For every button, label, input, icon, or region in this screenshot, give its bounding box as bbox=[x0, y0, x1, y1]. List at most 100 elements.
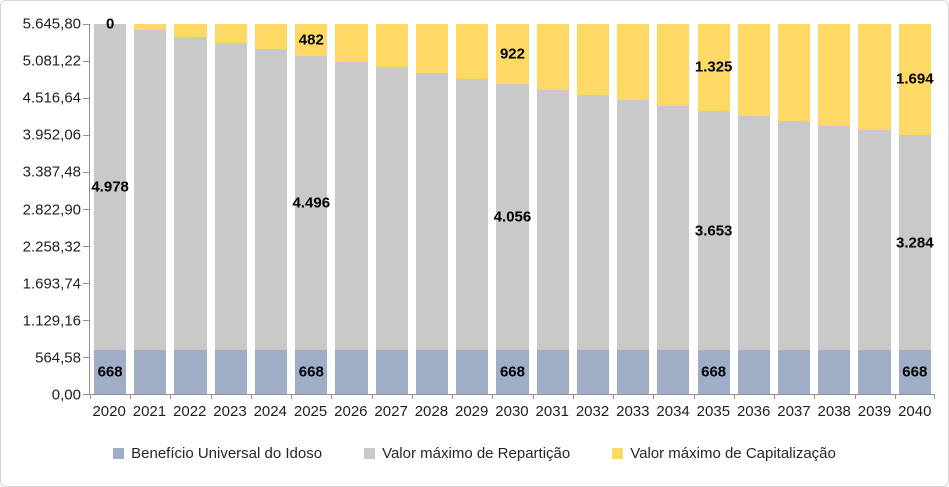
bar-segment-2040-series1 bbox=[898, 135, 931, 351]
bar-column-2020: 668 4.978 0 bbox=[90, 17, 130, 394]
bar-segment-2036-series2 bbox=[737, 24, 770, 116]
bar-stack-2031 bbox=[536, 24, 569, 394]
data-label-2040-series0: 668 bbox=[902, 363, 928, 381]
x-axis-label-2024: 2024 bbox=[253, 403, 287, 420]
plot-row: 0,00 564,58 1.129,16 1.693,74 2.258,32 2.822,… bbox=[1, 16, 935, 404]
x-axis-tick bbox=[130, 394, 132, 399]
data-label-2035-series2: 1.325 bbox=[694, 58, 733, 76]
x-axis-tick bbox=[371, 394, 373, 399]
bar-segment-2027-series2 bbox=[375, 24, 408, 68]
y-axis-label: 4.516,64 bbox=[22, 89, 81, 107]
x-axis-label-2031: 2031 bbox=[535, 403, 569, 420]
bar-column-2039 bbox=[854, 24, 894, 394]
bar-segment-2021-series1 bbox=[134, 30, 167, 351]
legend-label: Valor máximo de Repartição bbox=[382, 445, 571, 462]
bar-segment-2034-series2 bbox=[657, 24, 690, 106]
x-axis-label-2038: 2038 bbox=[817, 403, 851, 420]
bar-segment-2026-series0 bbox=[335, 350, 368, 394]
y-axis-tick bbox=[83, 209, 89, 210]
x-axis-label-2035: 2035 bbox=[696, 403, 731, 420]
bar-segment-2032-series2 bbox=[576, 24, 610, 96]
bar-segment-2021-series0 bbox=[134, 350, 167, 394]
x-axis-label-2027: 2027 bbox=[374, 403, 408, 420]
bar-column-2026 bbox=[331, 24, 371, 394]
data-label-2025-series1: 4.496 bbox=[292, 194, 331, 212]
bar-segment-2035-series1 bbox=[697, 110, 730, 351]
bar-segment-2034-series1 bbox=[657, 105, 690, 351]
x-axis-tick bbox=[733, 394, 735, 399]
bar-segment-2024-series1 bbox=[254, 49, 288, 351]
bar-stack-2025 bbox=[295, 24, 328, 394]
bar-column-2037 bbox=[774, 24, 814, 394]
bar-segment-2030-series1 bbox=[496, 84, 529, 351]
legend-label: Valor máximo de Capitalização bbox=[630, 445, 836, 462]
bar-segment-2031-series0 bbox=[536, 350, 569, 394]
bar-stack-2038 bbox=[818, 24, 851, 394]
y-axis-label: 2.258,32 bbox=[22, 238, 81, 256]
x-axis-label-2032: 2032 bbox=[575, 403, 610, 420]
bar-segment-2035-series2 bbox=[697, 24, 730, 111]
bar-segment-2028-series2 bbox=[415, 24, 449, 74]
bar-segment-2037-series2 bbox=[778, 24, 811, 121]
legend-marker-icon bbox=[612, 448, 624, 459]
bar-stack-2024 bbox=[254, 24, 288, 394]
legend-marker-icon bbox=[364, 448, 376, 459]
bar-stack-2040 bbox=[898, 24, 931, 394]
x-axis-tick bbox=[210, 394, 212, 399]
bar-segment-2038-series2 bbox=[818, 24, 851, 126]
data-label-2030-series2: 922 bbox=[499, 45, 525, 63]
bar-column-2025: 668 4.496 482 bbox=[291, 24, 331, 394]
bar-segment-2022-series0 bbox=[174, 350, 207, 394]
x-axis-tick bbox=[411, 394, 413, 399]
data-label-2035-series1: 3.653 bbox=[694, 222, 733, 240]
bar-stack-2022 bbox=[174, 24, 207, 394]
x-axis-tick bbox=[331, 394, 333, 399]
y-axis-tick bbox=[83, 98, 89, 99]
bar-segment-2037-series0 bbox=[778, 350, 811, 394]
bar-stack-2021 bbox=[134, 24, 167, 394]
bar-stack-2033 bbox=[617, 24, 650, 394]
legend-item-series2: Valor máximo de Capitalização bbox=[612, 445, 836, 462]
bar-segment-2040-series2 bbox=[898, 24, 931, 136]
x-axis-tick bbox=[653, 394, 655, 399]
bar-stack-2020 bbox=[94, 24, 127, 394]
x-axis-label-2030: 2030 bbox=[495, 403, 529, 420]
bar-segment-2035-series0 bbox=[697, 350, 730, 394]
plot-area: 668 4.978 0 668 4.496 482 668 4.056 922 668 3.653 1… bbox=[83, 17, 935, 399]
x-axis-label-2029: 2029 bbox=[454, 403, 489, 420]
data-label-2020-series2: 0 bbox=[105, 15, 115, 33]
x-axis-label-2022: 2022 bbox=[173, 403, 207, 420]
bar-column-2021 bbox=[130, 24, 170, 394]
bar-stack-2027 bbox=[375, 24, 408, 394]
bar-column-2034 bbox=[653, 24, 693, 394]
bar-stack-2029 bbox=[456, 24, 489, 394]
legend-item-series1: Valor máximo de Repartição bbox=[364, 445, 570, 462]
x-axis-label-2039: 2039 bbox=[857, 403, 892, 420]
data-label-2040-series2: 1.694 bbox=[896, 70, 934, 88]
bar-segment-2038-series0 bbox=[818, 350, 851, 394]
bar-stack-2023 bbox=[214, 24, 247, 394]
bar-segment-2024-series2 bbox=[254, 24, 288, 50]
bar-column-2029 bbox=[452, 24, 492, 394]
bar-segment-2030-series2 bbox=[496, 24, 529, 85]
bar-segment-2029-series1 bbox=[456, 78, 489, 351]
bar-segment-2036-series1 bbox=[737, 115, 770, 351]
x-axis-tick bbox=[572, 394, 574, 399]
legend-item-series0: Benefício Universal do Idoso bbox=[113, 445, 322, 462]
bar-segment-2029-series2 bbox=[456, 24, 489, 79]
bar-stack-2032 bbox=[576, 24, 610, 394]
data-label-2020-series0: 668 bbox=[97, 363, 123, 381]
bar-column-2033 bbox=[613, 24, 653, 394]
x-axis-tick bbox=[814, 394, 816, 399]
bar-segment-2034-series0 bbox=[657, 350, 690, 394]
bar-segment-2030-series0 bbox=[496, 350, 529, 394]
data-label-2025-series2: 482 bbox=[298, 31, 324, 49]
x-axis-tick bbox=[532, 394, 534, 399]
x-axis-tick bbox=[452, 394, 454, 399]
bar-segment-2029-series0 bbox=[456, 350, 489, 394]
bar-column-2022 bbox=[170, 24, 210, 394]
bar-segment-2025-series1 bbox=[295, 55, 328, 351]
bars: 668 4.978 0 668 4.496 482 668 4.056 922 668 3.653 1… bbox=[90, 17, 935, 394]
legend: Benefício Universal do Idoso Valor máximo… bbox=[1, 445, 948, 462]
